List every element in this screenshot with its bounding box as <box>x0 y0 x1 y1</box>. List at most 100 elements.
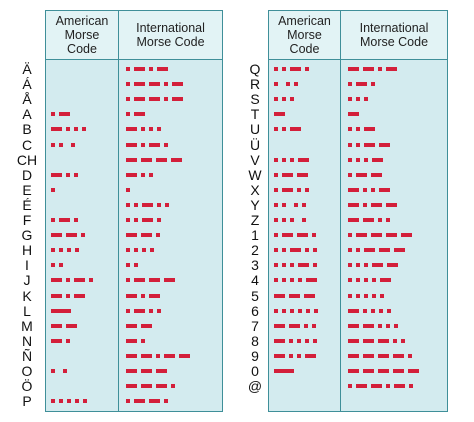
morse-code <box>126 62 226 77</box>
dot <box>313 248 317 253</box>
character: Å <box>22 91 32 108</box>
dot <box>356 248 360 253</box>
dash <box>149 293 160 298</box>
dot <box>157 218 161 222</box>
dot <box>282 67 286 71</box>
character: @ <box>247 378 263 395</box>
dash <box>156 369 167 373</box>
dot <box>51 369 55 373</box>
morse-code <box>51 394 151 409</box>
dash <box>74 293 85 298</box>
dot <box>126 263 130 268</box>
dash <box>348 202 359 207</box>
dash <box>371 384 382 389</box>
dot <box>66 278 70 283</box>
morse-code <box>348 243 448 258</box>
dash <box>348 323 359 328</box>
morse-code <box>126 153 226 168</box>
dash <box>348 218 359 222</box>
dash <box>387 263 398 268</box>
dash <box>306 278 317 283</box>
american-column: American Morse Code <box>46 11 119 411</box>
dash <box>51 338 62 343</box>
dot <box>409 384 413 389</box>
column-header: American Morse Code <box>269 11 340 60</box>
dot <box>363 308 367 313</box>
character: H <box>21 242 33 259</box>
morse-code <box>51 213 151 228</box>
dot <box>66 172 70 177</box>
dot <box>126 218 130 222</box>
dash <box>142 218 153 222</box>
dash <box>274 323 285 328</box>
dot <box>364 293 368 298</box>
character: X <box>250 181 260 198</box>
dot <box>51 142 55 147</box>
character: 1 <box>251 227 259 244</box>
morse-code <box>126 228 226 243</box>
dash <box>364 248 375 253</box>
dot <box>126 308 130 313</box>
dot <box>157 202 161 207</box>
dot <box>378 218 382 222</box>
morse-code <box>126 364 226 379</box>
column-header: International Morse Code <box>341 11 447 60</box>
dot <box>51 218 55 222</box>
dot <box>66 293 70 298</box>
dash <box>126 142 137 147</box>
dot <box>356 157 360 162</box>
dot <box>66 127 70 132</box>
morse-code <box>126 379 226 394</box>
morse-code <box>51 304 151 319</box>
dot <box>282 218 286 222</box>
dot <box>386 323 390 328</box>
dot <box>141 172 145 177</box>
dot <box>59 142 63 147</box>
dot <box>164 97 168 102</box>
dot <box>393 338 397 343</box>
dot <box>274 278 278 283</box>
international-column: International Morse Code <box>119 11 222 411</box>
dash <box>156 384 167 389</box>
dash <box>141 353 152 358</box>
dash <box>378 338 389 343</box>
dash <box>172 97 183 102</box>
dot <box>302 202 306 207</box>
character: E <box>22 181 32 198</box>
dot <box>408 353 412 358</box>
morse-code <box>274 153 374 168</box>
dash <box>51 172 62 177</box>
morse-code <box>126 258 226 273</box>
dot <box>348 248 352 253</box>
morse-code <box>126 107 226 122</box>
dot <box>380 293 384 298</box>
dot <box>157 308 161 313</box>
dot <box>67 399 71 404</box>
morse-code <box>348 289 448 304</box>
dot <box>298 278 302 283</box>
dot <box>126 67 130 71</box>
character: L <box>23 302 31 319</box>
dash <box>363 338 374 343</box>
character: 2 <box>251 242 259 259</box>
dot <box>290 278 294 283</box>
dash <box>364 142 375 147</box>
morse-code <box>126 273 226 288</box>
dash <box>141 323 152 328</box>
dot <box>134 248 138 253</box>
dot <box>67 248 71 253</box>
dash <box>66 323 77 328</box>
dash <box>142 202 153 207</box>
morse-code <box>126 289 226 304</box>
dot <box>304 323 308 328</box>
dash <box>408 369 419 373</box>
dash <box>371 202 382 207</box>
dash <box>282 187 293 192</box>
dash <box>305 353 316 358</box>
dot <box>379 308 383 313</box>
dash <box>51 293 62 298</box>
dot <box>141 293 145 298</box>
character: U <box>249 121 261 138</box>
character: 3 <box>251 257 259 274</box>
dot <box>134 218 138 222</box>
